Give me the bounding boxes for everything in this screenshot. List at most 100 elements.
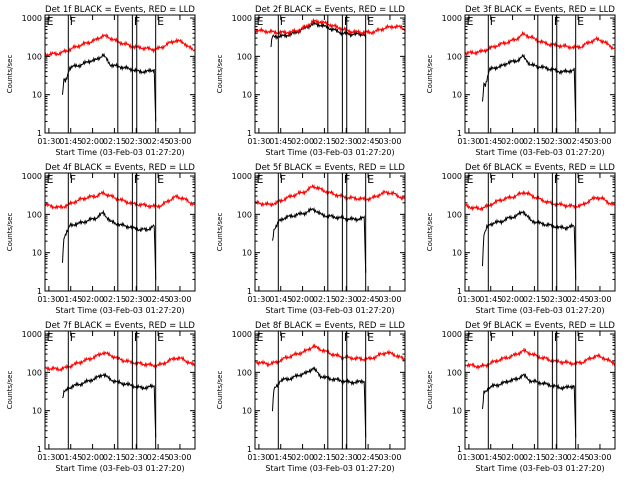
x-tick-label: 01:45 xyxy=(269,137,292,146)
x-tick-label: 02:00 xyxy=(81,137,104,146)
y-axis-label: Counts/sec xyxy=(216,55,224,94)
marker-label: E xyxy=(157,173,164,186)
x-tick-label: 02:00 xyxy=(291,453,314,462)
y-tick-label: 1000 xyxy=(232,14,252,23)
x-tick-label: 02:00 xyxy=(291,137,314,146)
y-tick-label: 1 xyxy=(37,129,42,138)
plot-frame xyxy=(254,330,406,450)
x-tick-label: 02:45 xyxy=(567,453,590,462)
y-tick-label: 1000 xyxy=(232,172,252,181)
x-tick-label: 02:15 xyxy=(103,295,126,304)
panel-1: Det 1f BLACK = Events, RED = LLD Counts/s… xyxy=(6,5,196,157)
x-tick-label: 03:00 xyxy=(588,137,611,146)
x-tick-label: 02:15 xyxy=(523,453,546,462)
x-tick-label: 02:30 xyxy=(545,453,568,462)
plot-frame xyxy=(464,14,616,134)
x-tick-label: 02:45 xyxy=(147,295,170,304)
marker-label: E xyxy=(157,15,164,28)
x-axis-label: Start Time (03-Feb-03 01:27:20) xyxy=(55,306,184,315)
y-tick-label: 100 xyxy=(447,368,462,377)
x-tick-label: 02:45 xyxy=(567,137,590,146)
x-tick-label: 02:00 xyxy=(501,453,524,462)
x-tick-label: 02:30 xyxy=(545,295,568,304)
y-tick-label: 10 xyxy=(242,91,252,100)
panel-title: Det 9f BLACK = Events, RED = LLD xyxy=(465,321,615,331)
y-tick-label: 1000 xyxy=(22,330,42,339)
x-axis-label: Start Time (03-Feb-03 01:27:20) xyxy=(475,148,604,157)
x-tick-label: 02:30 xyxy=(335,453,358,462)
marker-label: F xyxy=(280,331,286,344)
y-tick-label: 1 xyxy=(457,445,462,454)
panel-2: Det 2f BLACK = Events, RED = LLD Counts/s… xyxy=(216,5,406,157)
x-tick-label: 01:30 xyxy=(247,137,270,146)
plot-frame xyxy=(44,330,196,450)
marker-label: F xyxy=(70,331,76,344)
y-tick-label: 1 xyxy=(247,129,252,138)
x-tick-label: 02:15 xyxy=(313,295,336,304)
x-tick-label: 01:30 xyxy=(457,137,480,146)
y-tick-label: 1 xyxy=(457,287,462,296)
marker-label: F xyxy=(490,15,496,28)
panel-6: Det 6f BLACK = Events, RED = LLD Counts/s… xyxy=(426,163,616,315)
x-tick-label: 02:30 xyxy=(335,137,358,146)
events-series-line xyxy=(482,372,577,438)
x-tick-label: 03:00 xyxy=(168,137,191,146)
x-tick-label: 02:00 xyxy=(501,137,524,146)
x-tick-label: 01:45 xyxy=(479,453,502,462)
x-tick-label: 03:00 xyxy=(378,295,401,304)
x-tick-label: 01:30 xyxy=(37,453,60,462)
x-axis-label: Start Time (03-Feb-03 01:27:20) xyxy=(475,306,604,315)
plot-frame xyxy=(254,172,406,292)
x-tick-label: 02:15 xyxy=(523,295,546,304)
y-tick-label: 1 xyxy=(247,445,252,454)
x-tick-label: 02:00 xyxy=(291,295,314,304)
x-tick-label: 01:45 xyxy=(479,137,502,146)
marker-label: E xyxy=(367,15,374,28)
x-tick-label: 02:15 xyxy=(523,137,546,146)
marker-label: E xyxy=(467,173,474,186)
marker-label: F xyxy=(280,15,286,28)
y-tick-label: 1000 xyxy=(442,14,462,23)
lld-series-line xyxy=(255,17,405,36)
panel-title: Det 8f BLACK = Events, RED = LLD xyxy=(255,321,405,331)
marker-label: E xyxy=(47,15,54,28)
y-axis-label: Counts/sec xyxy=(426,213,434,252)
plot-frame xyxy=(464,330,616,450)
marker-label: F xyxy=(280,173,286,186)
panel-title: Det 7f BLACK = Events, RED = LLD xyxy=(45,321,195,331)
lld-series-line xyxy=(465,347,615,371)
lld-series-line xyxy=(465,30,615,57)
x-tick-label: 01:45 xyxy=(269,453,292,462)
events-series-line xyxy=(62,209,157,280)
y-tick-label: 1000 xyxy=(442,330,462,339)
x-tick-label: 02:45 xyxy=(357,137,380,146)
x-tick-label: 01:30 xyxy=(457,453,480,462)
panel-8: Det 8f BLACK = Events, RED = LLD Counts/s… xyxy=(216,321,406,473)
y-axis-label: Counts/sec xyxy=(426,371,434,410)
panel-title: Det 4f BLACK = Events, RED = LLD xyxy=(45,163,195,173)
x-tick-label: 03:00 xyxy=(378,453,401,462)
events-series-line xyxy=(270,20,367,48)
x-tick-label: 01:45 xyxy=(479,295,502,304)
panel-4: Det 4f BLACK = Events, RED = LLD Counts/s… xyxy=(6,163,196,315)
y-tick-label: 10 xyxy=(32,407,42,416)
x-tick-label: 01:45 xyxy=(269,295,292,304)
panel-3: Det 3f BLACK = Events, RED = LLD Counts/s… xyxy=(426,5,616,157)
panel-title: Det 5f BLACK = Events, RED = LLD xyxy=(255,163,405,173)
x-axis-label: Start Time (03-Feb-03 01:27:20) xyxy=(475,464,604,473)
x-axis-label: Start Time (03-Feb-03 01:27:20) xyxy=(55,464,184,473)
x-tick-label: 02:15 xyxy=(103,137,126,146)
y-tick-label: 10 xyxy=(452,407,462,416)
y-tick-label: 10 xyxy=(452,249,462,258)
y-tick-label: 100 xyxy=(27,368,42,377)
marker-label: E xyxy=(257,331,264,344)
y-tick-label: 1 xyxy=(457,129,462,138)
x-tick-label: 02:45 xyxy=(357,295,380,304)
marker-label: E xyxy=(367,173,374,186)
marker-label: E xyxy=(467,331,474,344)
lld-series-line xyxy=(45,189,195,211)
marker-label: E xyxy=(47,331,54,344)
x-tick-label: 03:00 xyxy=(168,295,191,304)
x-tick-label: 02:45 xyxy=(147,137,170,146)
